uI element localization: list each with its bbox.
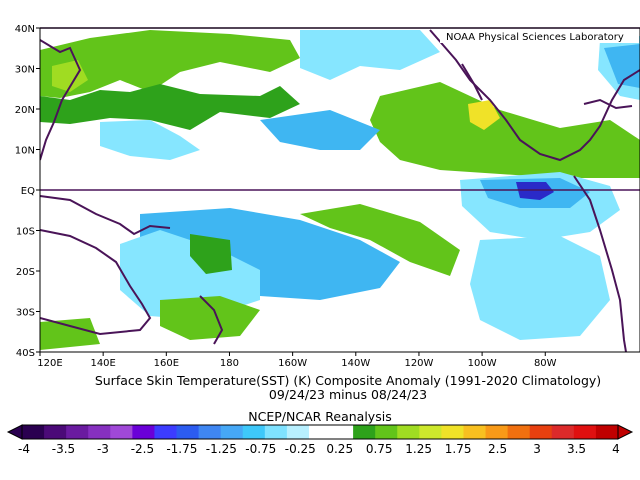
- colorbar-swatch: [441, 425, 464, 439]
- colorbar-label: -4: [18, 442, 30, 456]
- anomaly-patch-coral-sea-warm: [190, 234, 232, 274]
- colorbar-label: 3.5: [567, 442, 586, 456]
- colorbar-label: -1.25: [206, 442, 237, 456]
- colorbar-label: 1.75: [445, 442, 472, 456]
- credit-box: [440, 29, 639, 43]
- colorbar-label: -0.25: [285, 442, 316, 456]
- x-tick-label: 120E: [37, 358, 62, 369]
- colorbar-swatch: [595, 425, 619, 439]
- colorbar-swatch: [44, 425, 67, 439]
- chart-title-line2: 09/24/23 minus 08/24/23: [269, 387, 427, 402]
- colorbar-swatch: [154, 425, 178, 439]
- anomaly-patch-nino12-cold: [516, 182, 554, 200]
- x-tick-label: 180: [220, 358, 239, 369]
- colorbar-swatch: [507, 425, 531, 439]
- coastline-australia: [40, 229, 152, 336]
- colorbar-label: -2.5: [131, 442, 154, 456]
- coastline-asia: [40, 39, 82, 161]
- anomaly-patch-south-of-australia-warm: [160, 296, 260, 340]
- x-tick-label: 120W: [404, 358, 433, 369]
- colorbar: [6, 424, 634, 440]
- colorbar-swatch: [485, 425, 509, 439]
- colorbar-swatch: [66, 425, 89, 439]
- colorbar-swatch: [110, 425, 133, 439]
- y-tick-label: 40N: [15, 24, 35, 35]
- colorbar-label: -0.75: [245, 442, 276, 456]
- colorbar-swatch: [264, 425, 288, 439]
- colorbar-label: -3: [97, 442, 109, 456]
- colorbar-swatch: [132, 425, 155, 439]
- colorbar-swatch: [88, 425, 111, 439]
- colorbar-left-arrow: [6, 424, 23, 440]
- anomaly-patch-central-equatorial-cold: [260, 110, 380, 150]
- colorbar-swatch: [397, 425, 420, 439]
- colorbar-label: 0.75: [366, 442, 393, 456]
- coastline-baja: [461, 63, 483, 101]
- colorbar-swatch: [176, 425, 200, 439]
- colorbar-label: 0.25: [326, 442, 353, 456]
- anomaly-patch-hawaii-cold: [100, 120, 200, 160]
- colorbar-swatch: [463, 425, 487, 439]
- colorbar-swatch: [551, 425, 575, 439]
- y-tick-label: 30S: [16, 308, 35, 319]
- colorbar-swatch: [331, 425, 354, 439]
- colorbar-swatch: [573, 425, 597, 439]
- colorbar-swatch: [529, 425, 553, 439]
- colorbar-swatch: [22, 425, 45, 439]
- anomaly-patch-southwest-warm: [40, 318, 100, 350]
- y-axis-ticks: 40N 30N 20N 10N EQ 10S 20S 30S 40S: [15, 24, 40, 359]
- land-outlines: [40, 29, 640, 352]
- colorbar-swatch: [375, 425, 398, 439]
- anomaly-patch-southeast-cold: [470, 236, 610, 340]
- x-tick-label: 100W: [468, 358, 497, 369]
- coastline-south-america: [573, 175, 627, 352]
- colorbar-label: 1.25: [405, 442, 432, 456]
- colorbar-label: 4: [612, 442, 620, 456]
- colorbar-swatch: [353, 425, 376, 439]
- anomaly-patch-nw-pacific-warm: [40, 84, 300, 130]
- y-tick-label: 30N: [15, 65, 35, 76]
- chart-title-line1: Surface Skin Temperature(SST) (K) Compos…: [95, 373, 601, 388]
- colorbar-swatch: [242, 425, 266, 439]
- coastline-new-zealand: [199, 295, 224, 345]
- y-tick-label: EQ: [21, 186, 35, 197]
- anomaly-patch-north-central-cold: [300, 30, 440, 80]
- colorbar-swatch: [198, 425, 222, 439]
- colorbar-label: 2.5: [488, 442, 507, 456]
- y-tick-label: 20S: [16, 267, 35, 278]
- colorbar-swatch: [286, 425, 310, 439]
- colorbar-outline: [21, 424, 619, 440]
- credit-text: NOAA Physical Sciences Laboratory: [446, 32, 624, 43]
- y-tick-label: 10S: [16, 227, 35, 238]
- colorbar-swatch: [220, 425, 244, 439]
- anomaly-patch-north-pacific-warm: [40, 30, 300, 98]
- x-tick-label: 160W: [278, 358, 307, 369]
- y-tick-label: 10N: [15, 146, 35, 157]
- x-axis-ticks: 120E 140E 160E 180 160W 140W 120W 100W 80W: [37, 352, 557, 369]
- y-tick-label: 40S: [16, 348, 35, 359]
- colorbar-right-arrow: [617, 424, 634, 440]
- coastline-caribbean: [583, 98, 633, 110]
- colorbar-swatch: [419, 425, 442, 439]
- colorbar-labels: -4 -3.5 -3 -2.5 -1.75 -1.25 -0.75 -0.25 0.25 0.75…: [18, 442, 620, 456]
- anomaly-patch-south-pacific-warm-band: [300, 204, 460, 276]
- coastline-maritime-continent: [40, 195, 171, 236]
- x-tick-label: 140E: [90, 358, 115, 369]
- source-label: NCEP/NCAR Reanalysis: [248, 409, 391, 424]
- x-tick-label: 140W: [341, 358, 370, 369]
- y-tick-label: 20N: [15, 105, 35, 116]
- x-tick-label: 80W: [534, 358, 557, 369]
- colorbar-swatch: [308, 425, 332, 439]
- anomaly-patch-gulf-cold: [604, 44, 640, 88]
- colorbar-label: -3.5: [52, 442, 75, 456]
- colorbar-label: 3: [533, 442, 541, 456]
- x-tick-label: 160E: [154, 358, 179, 369]
- colorbar-label: -1.75: [166, 442, 197, 456]
- anomaly-patch-mexico-coast: [468, 100, 500, 130]
